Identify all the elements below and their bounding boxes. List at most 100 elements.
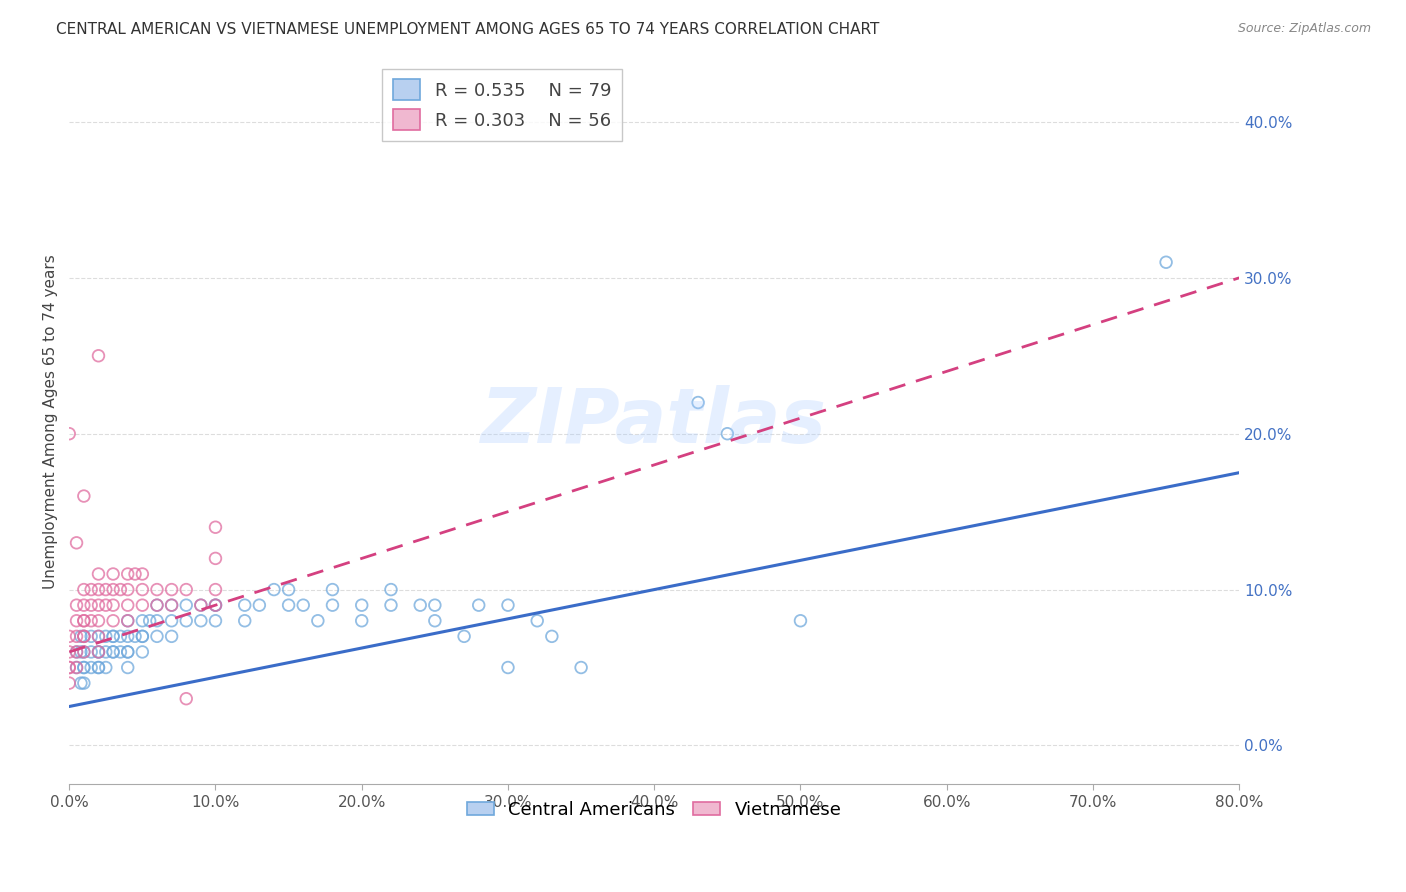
Point — [73, 489, 96, 503]
Point — [58, 660, 80, 674]
Point — [190, 614, 212, 628]
Point — [110, 629, 132, 643]
Point — [87, 566, 110, 581]
Point — [174, 582, 197, 597]
Point — [453, 629, 475, 643]
Point — [65, 645, 87, 659]
Point — [124, 566, 146, 581]
Point — [80, 614, 103, 628]
Point — [58, 426, 80, 441]
Point — [65, 629, 87, 643]
Point — [350, 614, 373, 628]
Point — [174, 614, 197, 628]
Point — [73, 660, 96, 674]
Point — [94, 629, 117, 643]
Point — [124, 629, 146, 643]
Point — [87, 629, 110, 643]
Point — [94, 598, 117, 612]
Text: Source: ZipAtlas.com: Source: ZipAtlas.com — [1237, 22, 1371, 36]
Point — [146, 629, 169, 643]
Point — [190, 598, 212, 612]
Point — [131, 629, 153, 643]
Point — [80, 660, 103, 674]
Point — [174, 598, 197, 612]
Point — [101, 614, 124, 628]
Point — [204, 598, 226, 612]
Point — [569, 660, 592, 674]
Point — [117, 645, 139, 659]
Point — [65, 598, 87, 612]
Point — [80, 582, 103, 597]
Point — [87, 582, 110, 597]
Point — [277, 582, 299, 597]
Point — [80, 598, 103, 612]
Point — [146, 614, 169, 628]
Point — [789, 614, 811, 628]
Point — [307, 614, 329, 628]
Point — [117, 582, 139, 597]
Point — [110, 582, 132, 597]
Point — [380, 598, 402, 612]
Point — [73, 660, 96, 674]
Point — [101, 645, 124, 659]
Point — [87, 660, 110, 674]
Point — [233, 614, 256, 628]
Point — [131, 645, 153, 659]
Point — [58, 660, 80, 674]
Point — [321, 598, 343, 612]
Point — [204, 582, 226, 597]
Point — [131, 566, 153, 581]
Point — [131, 614, 153, 628]
Point — [1154, 255, 1177, 269]
Point — [496, 660, 519, 674]
Point — [58, 645, 80, 659]
Point — [117, 629, 139, 643]
Point — [146, 598, 169, 612]
Point — [423, 614, 446, 628]
Point — [117, 660, 139, 674]
Point — [467, 598, 489, 612]
Point — [380, 582, 402, 597]
Y-axis label: Unemployment Among Ages 65 to 74 years: Unemployment Among Ages 65 to 74 years — [44, 254, 58, 590]
Point — [160, 598, 183, 612]
Point — [65, 614, 87, 628]
Point — [101, 598, 124, 612]
Point — [87, 598, 110, 612]
Point — [65, 660, 87, 674]
Point — [94, 582, 117, 597]
Point — [58, 629, 80, 643]
Point — [174, 691, 197, 706]
Point — [204, 598, 226, 612]
Point — [496, 598, 519, 612]
Point — [87, 645, 110, 659]
Point — [292, 598, 315, 612]
Point — [160, 614, 183, 628]
Point — [117, 566, 139, 581]
Point — [94, 645, 117, 659]
Point — [117, 614, 139, 628]
Point — [247, 598, 270, 612]
Point — [409, 598, 432, 612]
Point — [73, 645, 96, 659]
Point — [58, 676, 80, 690]
Point — [65, 536, 87, 550]
Point — [70, 645, 93, 659]
Text: ZIPatlas: ZIPatlas — [481, 385, 827, 459]
Point — [101, 629, 124, 643]
Point — [160, 629, 183, 643]
Point — [160, 598, 183, 612]
Point — [131, 629, 153, 643]
Point — [87, 349, 110, 363]
Point — [70, 676, 93, 690]
Point — [540, 629, 562, 643]
Point — [146, 582, 169, 597]
Point — [131, 582, 153, 597]
Point — [101, 629, 124, 643]
Point — [423, 598, 446, 612]
Point — [73, 629, 96, 643]
Point — [87, 629, 110, 643]
Point — [160, 582, 183, 597]
Point — [526, 614, 548, 628]
Point — [80, 629, 103, 643]
Point — [716, 426, 738, 441]
